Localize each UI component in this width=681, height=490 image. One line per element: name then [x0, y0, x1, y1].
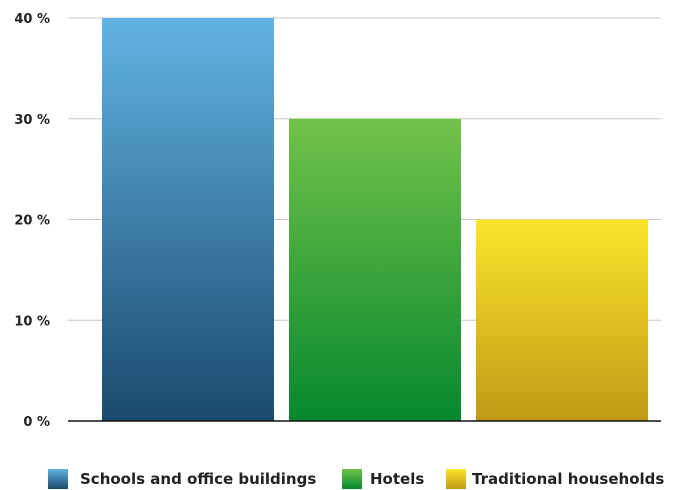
bar	[102, 18, 274, 421]
y-tick-label: 30 %	[14, 113, 50, 128]
y-tick-label: 20 %	[14, 214, 50, 229]
y-tick-label: 10 %	[14, 314, 50, 329]
legend-label: Schools and office buildings	[80, 470, 316, 488]
bars	[102, 18, 648, 421]
bar	[476, 219, 648, 421]
y-tick-label: 40 %	[14, 12, 50, 27]
y-tick-label: 0 %	[23, 415, 50, 430]
legend: Schools and office buildings Hotels Tradit…	[48, 469, 664, 489]
legend-label: Traditional households	[472, 470, 664, 488]
y-axis-ticks: 0 % 10 % 20 % 30 % 40 %	[14, 12, 50, 430]
legend-swatch	[48, 469, 68, 489]
bar	[289, 118, 461, 421]
legend-swatch	[342, 469, 362, 489]
legend-swatch	[446, 469, 466, 489]
legend-label: Hotels	[370, 470, 424, 488]
